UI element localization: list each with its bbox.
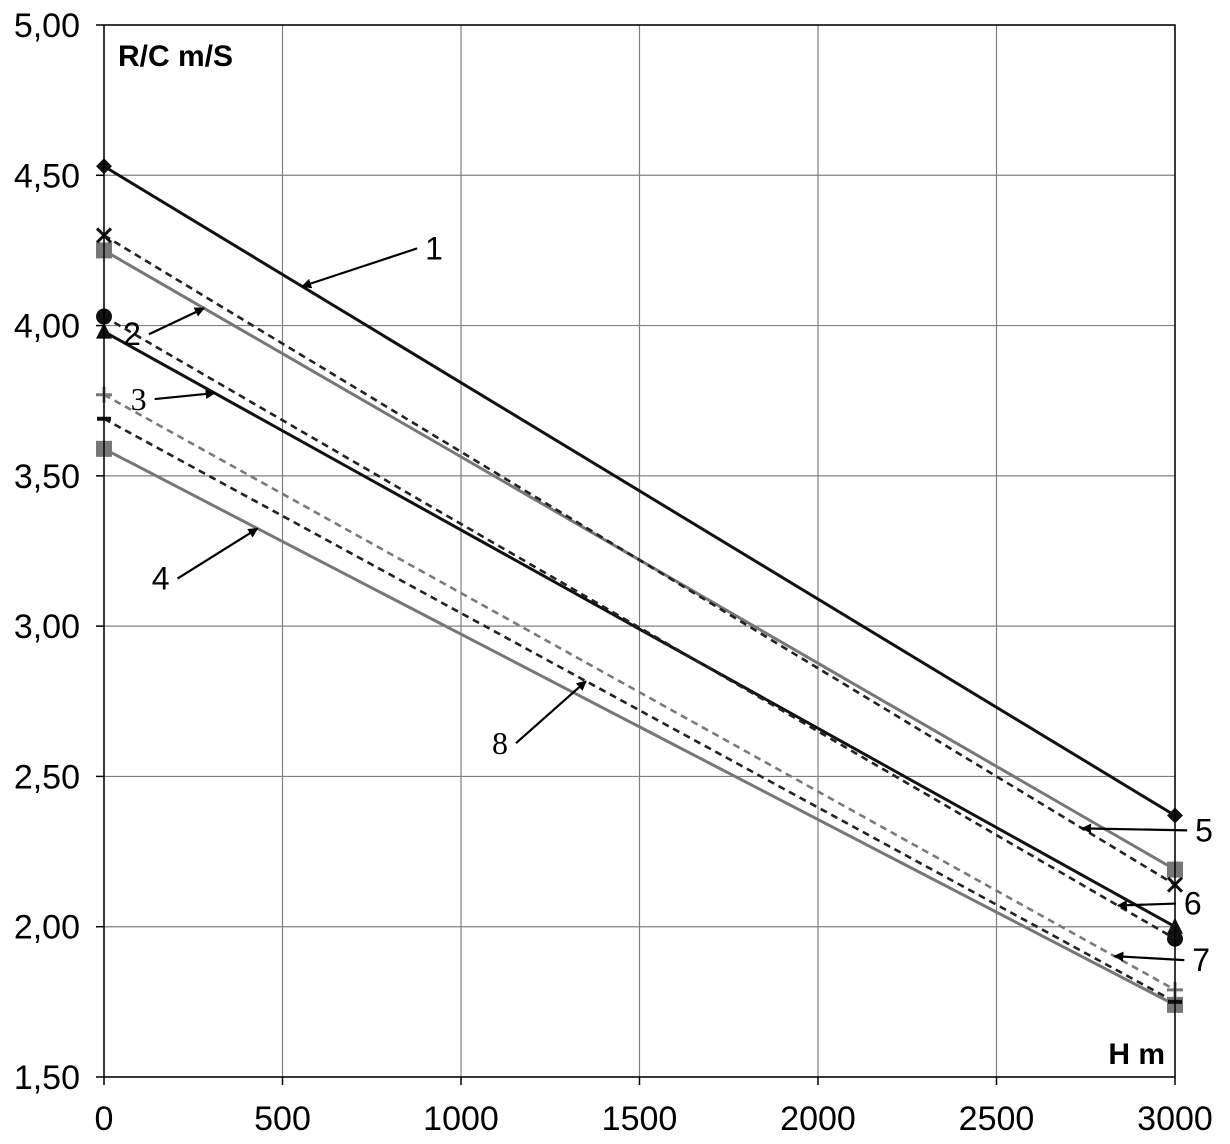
callout-label: 2 [123,316,141,352]
series-line-7 [103,393,1176,991]
callout-label: 1 [425,230,443,266]
y-tick-label: 4,00 [14,308,80,346]
x-tick-label: 0 [95,1100,114,1138]
callout-arrow [148,307,205,336]
series-line-3 [103,330,1176,929]
callout-arrow [1116,900,1176,911]
callout-label: 4 [152,561,170,597]
callout-arrow [154,389,216,401]
series-lines [103,164,1176,1007]
callout-label: 7 [1192,942,1210,978]
x-tick-label: 2000 [780,1100,856,1138]
callout-label: 6 [1184,886,1202,922]
x-tick-label: 1500 [602,1100,678,1138]
x-tick-label: 2500 [959,1100,1035,1138]
y-axis-title: R/C m/S [118,40,233,73]
series-callouts: 1 2 3 4 5 6 7 8 [123,230,1213,978]
y-tick-label: 4,50 [14,157,80,195]
y-tick-label: 5,00 [14,7,80,45]
series-line-5 [103,234,1176,886]
y-tick-label: 3,00 [14,608,80,646]
y-tick-label: 2,50 [14,758,80,796]
series-line-4 [103,447,1176,1007]
y-tick-label: 3,50 [14,458,80,496]
tick-labels: 0 500 1000 1500 2000 2500 3000 1,50 2,00 2,50 3,00… [14,7,1213,1138]
series-line-1 [103,164,1176,817]
x-axis-title: H m [1108,1038,1165,1071]
x-tick-label: 500 [254,1100,311,1138]
x-tick-label: 3000 [1137,1100,1213,1138]
plot-frame [103,24,1176,1078]
callout-arrow [515,680,587,744]
callout-label: 3 [131,381,147,417]
x-tick-label: 1000 [423,1100,499,1138]
y-tick-label: 2,00 [14,909,80,947]
callout-arrow [1081,823,1188,834]
y-tick-label: 1,50 [14,1059,80,1097]
series-line-6 [103,315,1176,940]
callout-arrow [176,527,259,580]
callout-label: 5 [1195,812,1213,848]
callout-arrow [1113,951,1185,962]
callout-label: 8 [492,725,508,761]
callout-arrow [301,247,418,289]
